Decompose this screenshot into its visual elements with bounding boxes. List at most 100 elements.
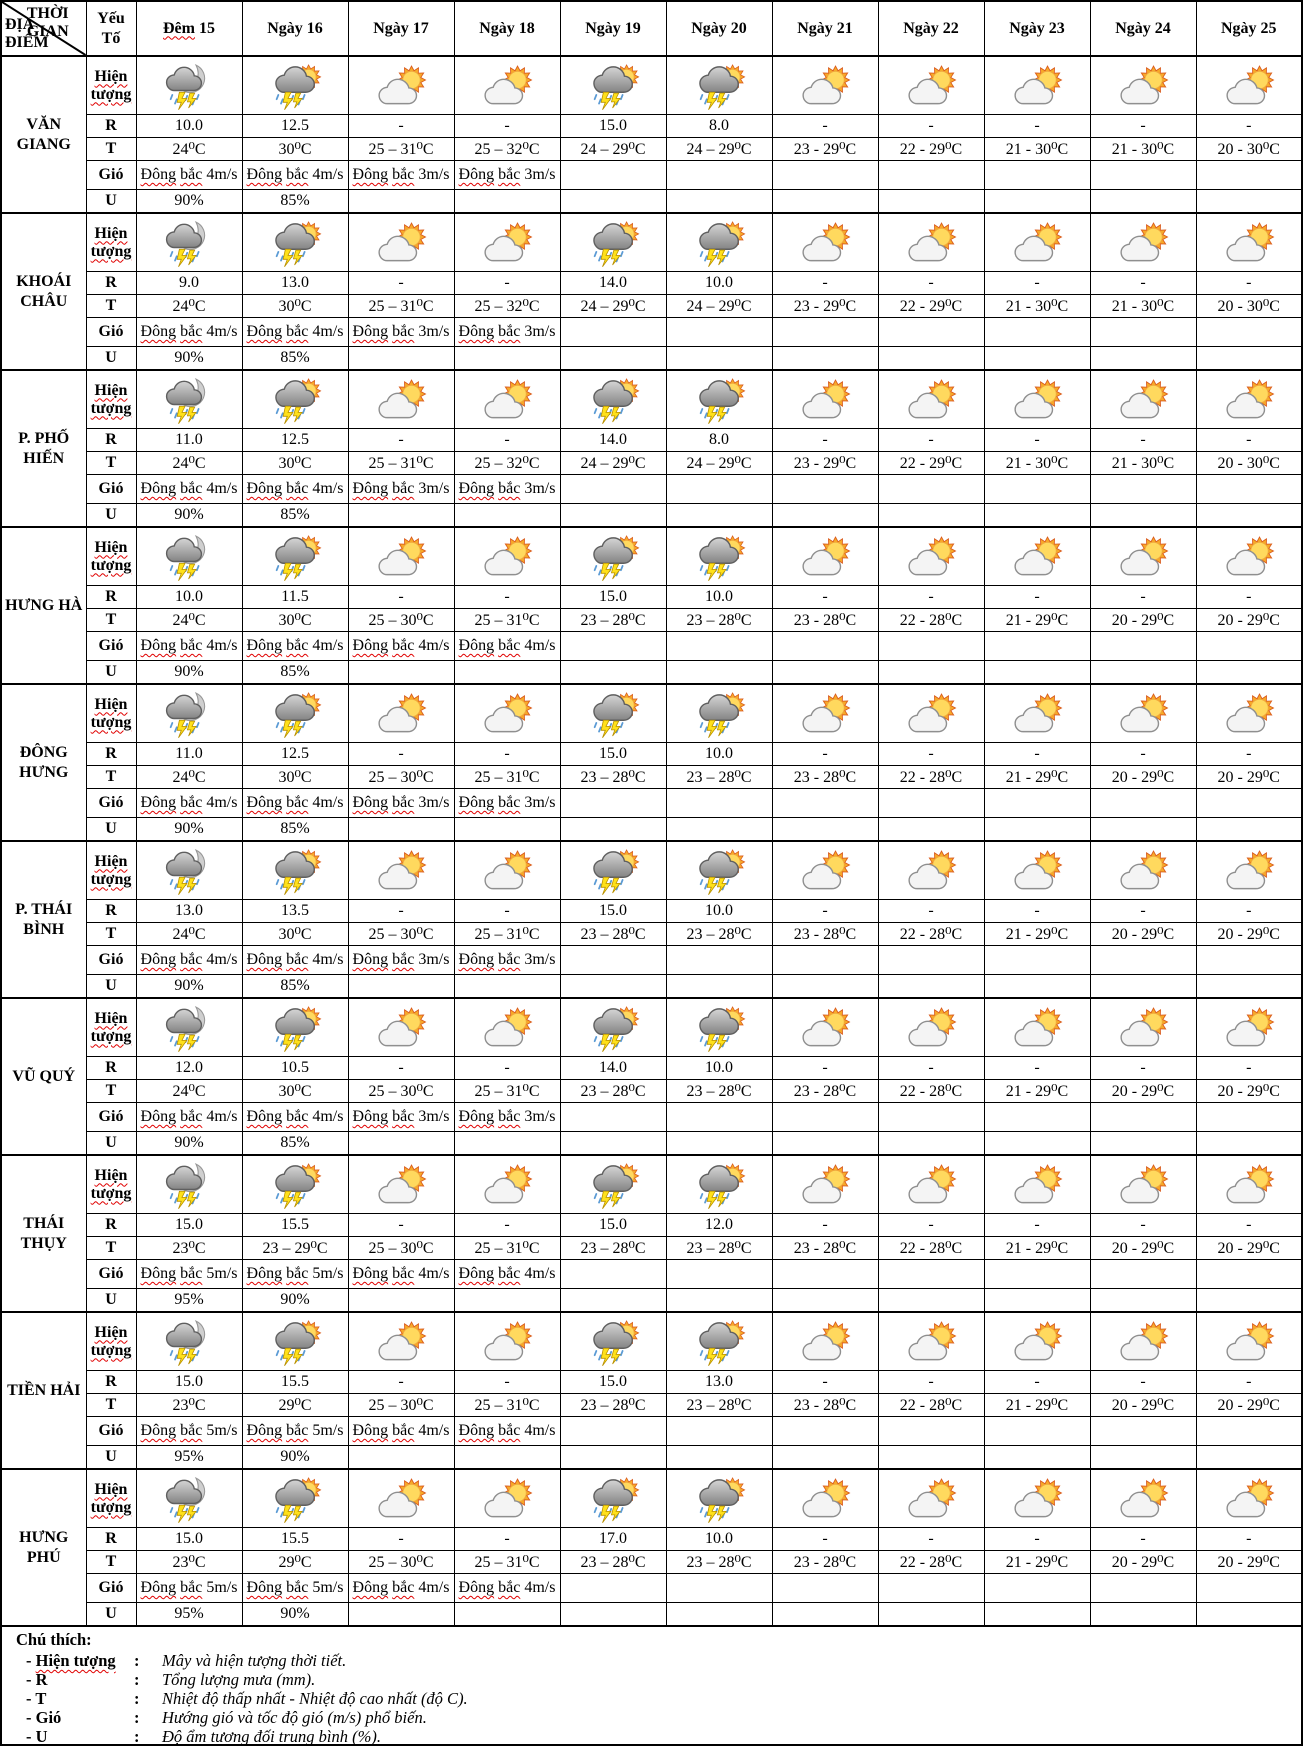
wind-value [1195,1573,1303,1603]
temp-value: 21 - 29⁰C [983,1550,1091,1574]
humidity-value [983,974,1091,999]
humidity-value [771,1602,879,1627]
humidity-value [877,660,985,685]
temp-value: 25 – 30⁰C [347,1393,455,1417]
table-row: R 9.0 13.0- -14.0 10.0- - - - - [1,271,1303,295]
partly-cloudy-icon [1195,526,1303,586]
temp-value: 24 – 29⁰C [665,451,773,475]
wind-value [771,788,879,818]
wind-value: Đông bắc 4m/s [241,317,349,347]
rain-value: - [771,428,879,452]
humidity-value: 90% [135,817,243,842]
day-storm-icon [559,369,667,429]
rain-value: - [347,585,455,609]
day-storm-icon [241,1154,349,1214]
wind-value: Đông bắc 4m/s [453,1416,561,1446]
partly-cloudy-icon [771,1468,879,1528]
wind-value [771,317,879,347]
temp-value: 22 - 29⁰C [877,294,985,318]
wind-value [1089,788,1197,818]
temp-value: 25 – 31⁰C [347,294,455,318]
wind-value: Đông bắc 4m/s [135,474,243,504]
rain-value: - [453,1213,561,1237]
day-storm-icon [559,1311,667,1371]
rain-value: 10.0 [135,114,243,138]
rain-value: - [1089,742,1197,766]
legend-item-wind: - Gió : Hướng gió và tốc độ gió (m/s) ph… [16,1708,1301,1727]
rain-value: - [347,114,455,138]
humidity-value [983,660,1091,685]
partly-cloudy-icon [771,1154,879,1214]
rain-value: - [1089,428,1197,452]
partly-cloudy-icon [877,997,985,1057]
humidity-value [771,346,879,371]
humidity-value [665,346,773,371]
partly-cloudy-icon [771,997,879,1057]
rain-value: - [453,1056,561,1080]
temp-value: 23⁰C [135,1550,243,1574]
humidity-value [1195,817,1303,842]
rain-value: 9.0 [135,271,243,295]
partly-cloudy-icon [1195,997,1303,1057]
row-label-phenomenon: Hiện tượng [85,55,137,115]
partly-cloudy-icon [771,369,879,429]
temp-value: 21 - 30⁰C [983,451,1091,475]
humidity-value: 85% [241,817,349,842]
rain-value: - [877,899,985,923]
temp-value: 25 – 30⁰C [347,765,455,789]
wind-value [559,317,667,347]
rain-value: - [771,271,879,295]
humidity-value [665,189,773,214]
partly-cloudy-icon [1195,1154,1303,1214]
wind-value [1089,945,1197,975]
humidity-value [1089,817,1197,842]
row-label-rain: R [85,899,137,923]
temp-value: 30⁰C [241,451,349,475]
location-name: HƯNG HÀ [0,526,87,685]
temp-value: 23 – 28⁰C [559,1393,667,1417]
location-name: P. PHỐ HIẾN [0,369,87,528]
partly-cloudy-icon [877,369,985,429]
column-header-8: Ngày 22 [877,0,985,57]
humidity-value [771,974,879,999]
humidity-value [1089,346,1197,371]
humidity-value [559,189,667,214]
temp-value: 20 - 29⁰C [1195,1079,1303,1103]
day-storm-icon [665,997,773,1057]
humidity-value: 90% [241,1602,349,1627]
table-row: T 24⁰C 30⁰C 25 – 31⁰C 25 – 32⁰C 24 – 29⁰C 24 –… [1,451,1303,475]
partly-cloudy-icon [453,1311,561,1371]
legend-colon: : [134,1651,140,1670]
temp-value: 25 – 32⁰C [453,451,561,475]
wind-value: Đông bắc 3m/s [347,788,455,818]
wind-value [771,1416,879,1446]
wind-value [771,1102,879,1132]
legend-item-humidity: - U : Độ ẩm tương đối trung bình (%). [16,1727,1301,1746]
column-header-3: Ngày 17 [347,0,455,57]
rain-value: 10.0 [665,1056,773,1080]
humidity-value [1089,1602,1197,1627]
wind-value [771,474,879,504]
table-row: R 15.0 15.5- -17.0 10.0- - - - - [1,1527,1303,1551]
row-label-wind: Gió [85,474,137,504]
day-storm-icon [559,997,667,1057]
temp-value: 20 - 29⁰C [1195,922,1303,946]
rain-value: - [1195,899,1303,923]
humidity-value [1089,1131,1197,1156]
table-row: T 23⁰C 29⁰C 25 – 30⁰C 25 – 31⁰C 23 – 28⁰C 23 –… [1,1393,1303,1417]
wind-value [1089,160,1197,190]
wind-value [877,1573,985,1603]
humidity-value: 90% [241,1445,349,1470]
wind-value [1195,160,1303,190]
row-label-humidity: U [85,1131,137,1156]
temp-value: 23 – 29⁰C [241,1236,349,1260]
forecast-table-body: VĂN GIANG Hiện tượng R 10.0 12.5- -15.0 8.0- - - -… [0,55,1303,1627]
humidity-value [453,660,561,685]
temp-value: 23 – 28⁰C [559,765,667,789]
wind-value [1195,788,1303,818]
table-row: U 90% 85% [1,974,1303,999]
wind-value: Đông bắc 4m/s [453,1259,561,1289]
humidity-value: 85% [241,346,349,371]
temp-value: 23 – 28⁰C [559,922,667,946]
wind-value [1195,474,1303,504]
